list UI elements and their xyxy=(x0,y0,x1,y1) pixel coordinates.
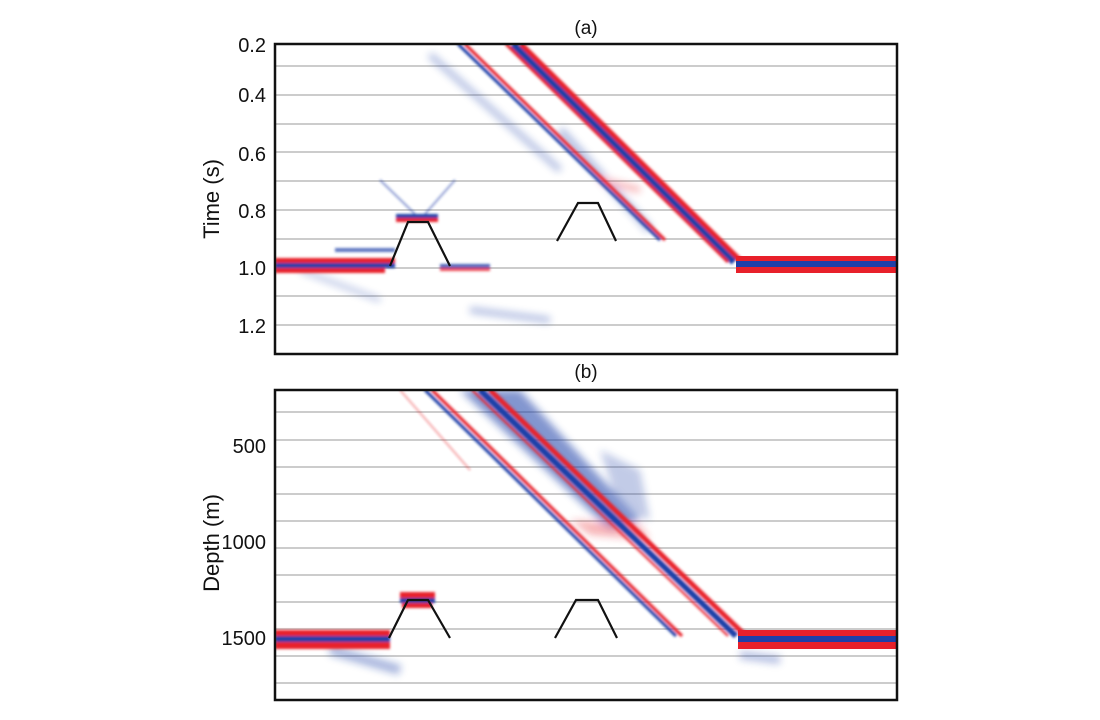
panel-b-events xyxy=(275,390,897,675)
panel-a-secondary-dip xyxy=(456,44,667,242)
panel-b-frame xyxy=(273,388,899,702)
panel-a-flat-reflector-left xyxy=(275,248,490,273)
panel-a-ytick: 0.6 xyxy=(238,144,266,166)
panel-b-ytick: 1000 xyxy=(221,532,267,554)
panel-b xyxy=(273,388,899,702)
panel-b-flat-reflector-left xyxy=(275,630,390,649)
panel-b-gridlines xyxy=(275,411,897,684)
panel-a-ytick: 0.8 xyxy=(238,201,266,223)
panel-b-ytick: 1500 xyxy=(221,628,267,650)
panel-a-dipping-reflector xyxy=(504,44,744,265)
panel-b-dipping-reflector xyxy=(471,390,748,639)
panel-a-background xyxy=(275,44,897,354)
panel-b-title: (b) xyxy=(574,362,598,383)
panel-b-secondary-dip xyxy=(399,390,684,638)
panel-b-hump-outline-right xyxy=(554,598,618,639)
panel-a-hump-outline-left xyxy=(388,220,451,267)
panel-a-ytick: 1.2 xyxy=(238,316,266,338)
panel-a-title: (a) xyxy=(574,18,598,39)
panel-a-frame xyxy=(273,42,899,356)
panel-b-flat-reflector-right xyxy=(738,630,897,649)
panel-a-events xyxy=(275,44,897,323)
panel-a-flat-reflector-right xyxy=(736,256,897,273)
panel-a-ytick: 0.4 xyxy=(238,85,266,107)
panel-a-hump-outline-right xyxy=(556,201,617,242)
panel-a-ytick: 0.2 xyxy=(238,35,266,57)
panel-a xyxy=(273,42,899,356)
panel-b-background xyxy=(275,390,897,700)
panel-a-hump-energy xyxy=(379,179,456,222)
panel-b-hump-outline-left xyxy=(388,598,451,639)
panel-a-ytick: 1.0 xyxy=(238,258,266,280)
panel-b-ytick: 500 xyxy=(232,436,266,458)
